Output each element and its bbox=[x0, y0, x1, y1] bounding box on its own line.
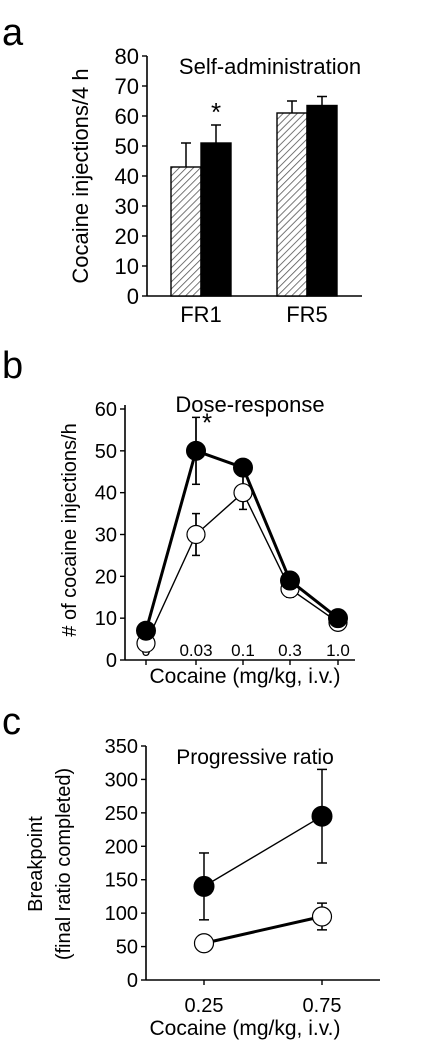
series-line bbox=[144, 448, 339, 632]
chart-title: Progressive ratio bbox=[176, 746, 334, 769]
y-tick-label: 350 bbox=[105, 736, 138, 758]
data-point-filled bbox=[280, 570, 300, 591]
y-tick-label: 30 bbox=[115, 194, 139, 219]
y-tick-label: 80 bbox=[115, 44, 139, 69]
y-tick-label: 250 bbox=[105, 803, 138, 825]
y-tick-label: 20 bbox=[115, 224, 139, 249]
panel-label-c: c bbox=[2, 701, 21, 743]
bar bbox=[306, 104, 338, 297]
y-tick-label: 10 bbox=[115, 254, 139, 279]
x-axis-label: Cocaine (mg/kg, i.v.) bbox=[150, 1017, 341, 1040]
y-tick-label: 50 bbox=[116, 937, 138, 959]
panel-a: a Self-administration Cocaine injections/4… bbox=[2, 12, 362, 327]
y-tick-label: 60 bbox=[95, 399, 117, 421]
y-tick-label: 300 bbox=[105, 769, 138, 791]
y-tick-label: 40 bbox=[115, 164, 139, 189]
y-tick-label: 200 bbox=[105, 836, 138, 858]
x-tick-label: 0.1 bbox=[231, 641, 255, 660]
y-axis-label: Cocaine injections/4 h bbox=[68, 68, 93, 283]
y-tick-label: 10 bbox=[95, 608, 117, 630]
y-tick-label: 50 bbox=[95, 441, 117, 463]
series-line bbox=[203, 915, 323, 945]
bar bbox=[276, 112, 308, 297]
bar bbox=[200, 142, 232, 297]
data-point-filled bbox=[233, 457, 253, 478]
x-tick-label: 0.03 bbox=[179, 641, 212, 660]
significance-marker: * bbox=[211, 97, 221, 127]
data-point-filled bbox=[193, 875, 215, 897]
x-tick-label: 0.3 bbox=[278, 641, 302, 660]
data-point-open bbox=[193, 933, 215, 954]
panel-label-a: a bbox=[2, 12, 24, 54]
data-point-open bbox=[186, 524, 206, 545]
y-axis-label: Breakpoint bbox=[25, 816, 47, 912]
x-category-label: FR1 bbox=[180, 302, 222, 327]
y-axis-label: # of cocaine injections/h bbox=[59, 423, 81, 636]
y-tick-label: 20 bbox=[95, 566, 117, 588]
x-category-label: FR5 bbox=[286, 302, 328, 327]
y-tick-label: 40 bbox=[95, 483, 117, 505]
y-tick-label: 0 bbox=[106, 650, 117, 672]
significance-marker: * bbox=[202, 407, 212, 437]
data-point-filled bbox=[186, 440, 206, 461]
x-tick-label: 0.25 bbox=[185, 995, 224, 1017]
data-point-filled bbox=[311, 805, 333, 827]
data-point-filled bbox=[328, 608, 348, 629]
panel-b: b Dose-response # of cocaine injections/h C… bbox=[2, 345, 355, 688]
data-point-filled bbox=[136, 620, 156, 641]
chart-title: Self-administration bbox=[179, 54, 361, 79]
y-tick-label: 70 bbox=[115, 74, 139, 99]
panel-label-b: b bbox=[2, 345, 23, 387]
bar bbox=[170, 166, 202, 297]
x-tick-label: 0.75 bbox=[303, 995, 342, 1017]
series-line bbox=[145, 491, 339, 644]
y-tick-label: 0 bbox=[127, 970, 138, 992]
chart-title: Dose-response bbox=[175, 392, 324, 417]
x-tick-label: 1.0 bbox=[326, 641, 350, 660]
x-axis-label: Cocaine (mg/kg, i.v.) bbox=[150, 665, 341, 688]
y-tick-label: 150 bbox=[105, 870, 138, 892]
y-tick-label: 60 bbox=[115, 104, 139, 129]
y-tick-label: 0 bbox=[127, 284, 139, 309]
y-axis-label-secondary: (final ratio completed) bbox=[53, 768, 75, 960]
y-tick-label: 30 bbox=[95, 525, 117, 547]
y-tick-label: 50 bbox=[115, 134, 139, 159]
data-point-open bbox=[311, 906, 333, 927]
series-line bbox=[203, 815, 323, 888]
panel-c: c Progressive ratio Breakpoint (final ratio… bbox=[2, 701, 380, 1040]
y-tick-label: 100 bbox=[105, 903, 138, 925]
